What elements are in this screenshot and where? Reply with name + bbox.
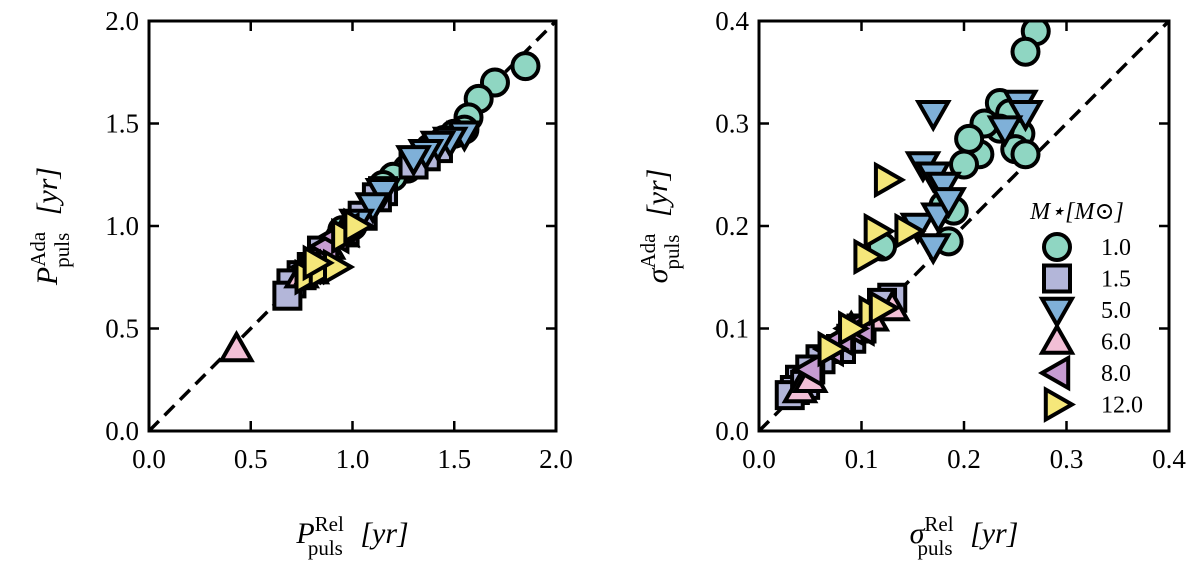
- y-tick-label: 1.0: [105, 211, 139, 241]
- data-point-12_0: [817, 330, 850, 368]
- x-tick-label: 0.2: [947, 444, 981, 474]
- y-tick-label: 0.3: [715, 109, 749, 139]
- legend: M⋆[M⊙] 1.0 1.5 5.0 6.0 8.0 12.0: [1029, 199, 1143, 423]
- legend-label: 1.5: [1101, 267, 1131, 293]
- y-tick-label: 2.0: [105, 6, 139, 36]
- right-panel: 0.0 0.1 0.2 0.3 0.4 0.0 0.1 0.2 0.3 0.4 σRel puls […: [636, 6, 1186, 560]
- legend-marker-8_0: [1038, 354, 1071, 392]
- data-point-1_0: [1010, 139, 1041, 170]
- data-point-12_0: [838, 310, 871, 347]
- data-point-5_0: [930, 187, 968, 220]
- markers: [774, 21, 1051, 411]
- markers: [218, 51, 541, 363]
- legend-label: 8.0: [1101, 361, 1131, 387]
- x-tick-label: 2.0: [539, 444, 573, 474]
- legend-marker-5_0: [1038, 296, 1076, 329]
- left-panel: 0.0 0.5 1.0 1.5 2.0 0.0 0.5 1.0 1.5 2.0 PRel puls […: [26, 6, 573, 560]
- x-axis-label: σRel puls [yr]: [910, 512, 1019, 560]
- x-tick-label: 0.5: [234, 444, 268, 474]
- x-tick-label: 0.0: [742, 444, 776, 474]
- data-point-5_0: [1007, 100, 1044, 133]
- data-point-5_0: [914, 100, 952, 133]
- data-point-12_0: [873, 161, 907, 199]
- data-point-1_0: [949, 149, 979, 180]
- y-tick-label: 0.5: [105, 314, 139, 344]
- y-axis-label: PAdapuls [yr]: [26, 167, 74, 286]
- data-point-5_0: [986, 115, 1024, 148]
- x-tick-label: 0.1: [845, 444, 879, 474]
- x-tick-label: 0.0: [132, 444, 166, 474]
- x-tick-label: 1.5: [437, 444, 471, 474]
- y-tick-label: 0.0: [715, 416, 749, 446]
- data-point-12_0: [302, 244, 335, 282]
- legend-label: 5.0: [1101, 298, 1131, 324]
- x-tick-label: 1.0: [336, 444, 370, 474]
- legend-marker-6_0: [1038, 322, 1076, 355]
- data-point-6_0: [218, 330, 255, 363]
- legend-title: M⋆[M⊙]: [1029, 199, 1124, 225]
- data-point-8_0: [791, 351, 824, 388]
- y-tick-label: 0.0: [105, 416, 139, 446]
- x-tick-label: 0.3: [1050, 444, 1084, 474]
- legend-label: 6.0: [1101, 330, 1131, 356]
- legend-label: 1.0: [1101, 235, 1131, 261]
- legend-marker-12_0: [1043, 386, 1076, 423]
- legend-marker-1_5: [1042, 263, 1072, 294]
- data-point-1_0: [510, 51, 541, 82]
- legend-marker-1_0: [1042, 232, 1072, 262]
- data-point-12_0: [853, 238, 886, 276]
- y-tick-label: 1.5: [105, 109, 139, 139]
- x-axis-label: PRel puls [yr]: [295, 512, 408, 560]
- data-point-12_0: [894, 212, 927, 250]
- data-point-12_0: [343, 207, 376, 245]
- data-point-12_0: [868, 289, 901, 327]
- y-tick-label: 0.2: [715, 211, 749, 241]
- data-point-12_0: [863, 212, 896, 250]
- data-point-1_0: [1010, 36, 1041, 67]
- data-point-5_0: [354, 192, 392, 225]
- data-point-1_0: [954, 123, 985, 154]
- y-tick-label: 0.1: [715, 314, 749, 344]
- data-point-5_0: [914, 233, 952, 266]
- y-tick-label: 0.4: [715, 6, 749, 36]
- y-axis-label: σAdapuls [yr]: [636, 169, 684, 284]
- data-point-5_0: [925, 171, 962, 204]
- legend-label: 12.0: [1101, 393, 1143, 419]
- x-tick-label: 0.4: [1152, 444, 1186, 474]
- data-point-5_0: [395, 145, 432, 178]
